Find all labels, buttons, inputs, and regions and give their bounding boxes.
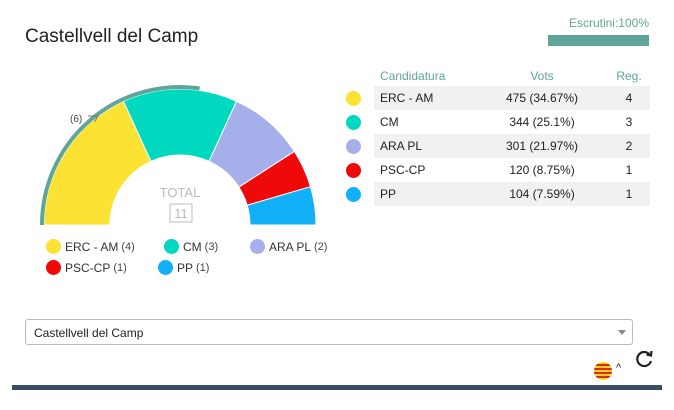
page-title: Castellvell del Camp	[25, 26, 199, 47]
header-vots: Vots	[530, 69, 554, 83]
row-color-cell	[344, 86, 374, 110]
party-votes: 301 (21.97%)	[476, 134, 608, 158]
legend-dot	[46, 260, 61, 275]
party-name: ARA PL	[374, 134, 476, 158]
party-color-dot	[346, 186, 361, 202]
legend-label: ARA PL	[269, 239, 312, 254]
legend-count: (3)	[204, 240, 219, 253]
party-name: PSC-CP	[374, 158, 476, 182]
party-color-dot	[346, 162, 361, 178]
catalan-flag-icon[interactable]	[594, 362, 612, 380]
escrutini-progress-track	[548, 35, 649, 46]
results-table: Candidatura Vots Reg. ERC - AM 475 (34.67…	[344, 66, 650, 206]
legend-count: (1)	[113, 261, 127, 274]
row-color-cell	[344, 158, 374, 182]
legend-item-ara-pl: ARA PL (2)	[250, 239, 327, 254]
row-color-cell	[344, 182, 374, 206]
majority-label: (6)	[70, 114, 82, 125]
party-name: CM	[374, 110, 476, 134]
legend-item-pp: PP (1)	[158, 260, 209, 275]
refresh-icon[interactable]	[633, 348, 655, 370]
total-box	[169, 203, 193, 223]
table-row: ERC - AM 475 (34.67%) 4	[344, 86, 650, 110]
chevron-up-icon[interactable]: ^	[616, 362, 622, 374]
party-name: PP	[374, 182, 476, 206]
seats-hemicycle-chart: (6) TOTAL 11	[40, 85, 317, 226]
table-row: CM 344 (25.1%) 3	[344, 110, 650, 134]
header-color	[344, 66, 374, 86]
escrutini-progress-fill	[548, 35, 649, 46]
majority-tick	[88, 115, 99, 123]
legend-label: PSC-CP	[65, 260, 111, 275]
municipality-select-value: Castellvell del Camp	[34, 326, 144, 340]
party-seats: 3	[608, 110, 650, 134]
legend-count: (4)	[121, 240, 135, 253]
seat-slice-pp	[246, 186, 317, 226]
legend-item-cm: CM (3)	[164, 239, 218, 254]
municipality-select[interactable]: Castellvell del Camp	[25, 319, 633, 345]
legend-label: PP	[177, 260, 194, 275]
party-votes: 104 (7.59%)	[476, 182, 608, 206]
party-votes: 120 (8.75%)	[476, 158, 608, 182]
table-row: PP 104 (7.59%) 1	[344, 182, 650, 206]
total-label: TOTAL	[160, 185, 201, 200]
party-color-dot	[346, 114, 361, 130]
escrutini-label: Escrutini:100%	[568, 16, 649, 30]
legend-count: (2)	[314, 240, 328, 253]
party-color-dot	[346, 138, 361, 154]
legend-dot	[158, 260, 173, 275]
total-seats: 11	[174, 206, 188, 221]
party-name: ERC - AM	[374, 86, 476, 110]
party-seats: 1	[608, 182, 650, 206]
legend-dot	[46, 239, 61, 254]
legend-count: (1)	[196, 261, 210, 274]
row-color-cell	[344, 134, 374, 158]
results-header-row: Candidatura Vots Reg.	[344, 66, 650, 86]
party-seats: 4	[608, 86, 650, 110]
legend-label: CM	[183, 239, 202, 254]
party-votes: 475 (34.67%)	[476, 86, 608, 110]
legend-item-psc-cp: PSC-CP (1)	[46, 260, 127, 275]
table-row: ARA PL 301 (21.97%) 2	[344, 134, 650, 158]
table-row: PSC-CP 120 (8.75%) 1	[344, 158, 650, 182]
party-seats: 1	[608, 158, 650, 182]
escrutini-indicator: Escrutini:100%	[548, 16, 649, 46]
bottom-bar	[12, 385, 662, 390]
header-reg: Reg.	[616, 69, 642, 83]
row-color-cell	[344, 110, 374, 134]
dropdown-caret-icon	[618, 330, 626, 335]
legend-dot	[250, 239, 265, 254]
majority-arc	[40, 85, 200, 226]
legend-item-erc-am: ERC - AM (4)	[46, 239, 135, 254]
legend-dot	[164, 239, 179, 254]
party-votes: 344 (25.1%)	[476, 110, 608, 134]
legend-label: ERC - AM	[65, 239, 119, 254]
party-seats: 2	[608, 134, 650, 158]
party-color-dot	[346, 90, 361, 106]
header-candidatura: Candidatura	[380, 69, 446, 83]
